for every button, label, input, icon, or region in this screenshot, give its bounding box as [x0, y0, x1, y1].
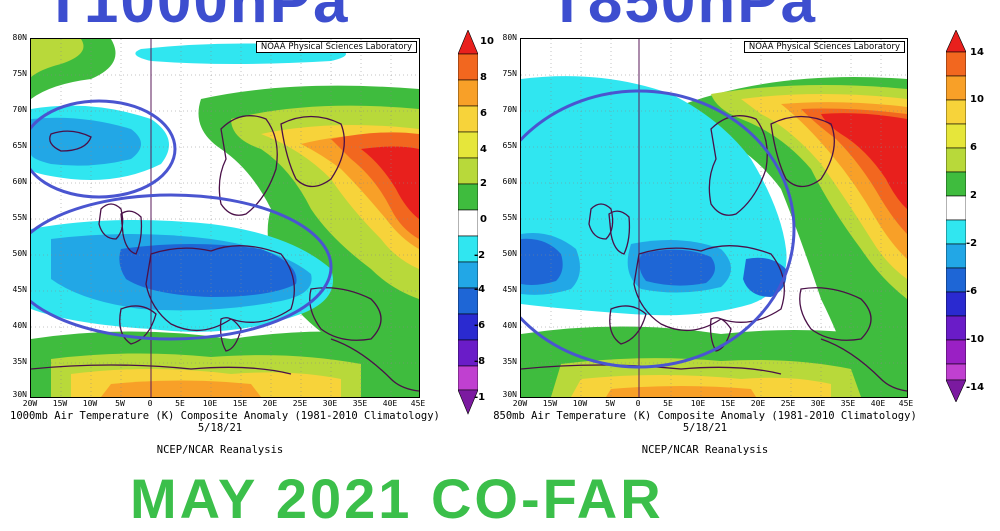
lat-label: 30N	[502, 390, 517, 399]
highlight-circle-western-europe	[521, 89, 796, 369]
colorbar-label: -6	[966, 286, 978, 297]
lat-label: 65N	[502, 141, 517, 150]
lon-label: 35E	[840, 399, 856, 408]
lon-label: 35E	[352, 399, 368, 408]
lat-label: 45N	[12, 285, 27, 294]
lat-label: 75N	[502, 69, 517, 78]
lat-label: 70N	[502, 105, 517, 114]
colorbar-label: -10	[966, 334, 985, 345]
lon-label: 20E	[750, 399, 766, 408]
lat-label: 55N	[12, 213, 27, 222]
right-colorbar: 14 10 6 2 -2 -6 -10 -14	[945, 29, 990, 405]
lat-label: 50N	[12, 249, 27, 258]
colorbar-label: 0	[480, 214, 487, 225]
lon-label: 30E	[810, 399, 826, 408]
right-caption: 850mb Air Temperature (K) Composite Anom…	[490, 410, 920, 456]
left-caption: 1000mb Air Temperature (K) Composite Ano…	[10, 410, 440, 456]
colorbar-label: -2	[966, 238, 978, 249]
footer-headline: MAY 2021 CO-FAR	[130, 467, 664, 530]
lon-label: 5E	[663, 399, 673, 408]
left-credit-label: NOAA Physical Sciences Laboratory	[255, 41, 417, 53]
lon-label: 25E	[780, 399, 796, 408]
lon-label: 10W	[82, 399, 98, 408]
left-colorbar-swatches	[457, 29, 479, 415]
lon-label: 45E	[410, 399, 426, 408]
lat-label: 60N	[502, 177, 517, 186]
lat-label: 80N	[12, 33, 27, 42]
lon-label: 15E	[232, 399, 248, 408]
colorbar-label: -4	[474, 284, 486, 295]
lon-label: 25E	[292, 399, 308, 408]
colorbar-label: -2	[474, 250, 486, 261]
lon-label: 20W	[22, 399, 38, 408]
lat-label: 30N	[12, 390, 27, 399]
colorbar-label: 10	[480, 36, 494, 47]
colorbar-label: 6	[480, 108, 487, 119]
colorbar-label: 2	[970, 190, 977, 201]
lat-label: 50N	[502, 249, 517, 258]
lat-label: 45N	[502, 285, 517, 294]
colorbar-label: 2	[480, 178, 487, 189]
left-caption-title: 1000mb Air Temperature (K) Composite Ano…	[10, 410, 440, 422]
lon-label: 45E	[898, 399, 914, 408]
left-anomaly-field	[31, 39, 419, 397]
left-headline: T1000hPa	[44, 0, 350, 36]
lat-label: 80N	[502, 33, 517, 42]
lat-label: 35N	[12, 357, 27, 366]
left-caption-source: NCEP/NCAR Reanalysis	[156, 444, 284, 456]
lat-label: 35N	[502, 357, 517, 366]
left-caption-date: 5/18/21	[197, 422, 243, 434]
lon-label: 40E	[382, 399, 398, 408]
right-caption-date: 5/18/21	[682, 422, 728, 434]
lat-label: 65N	[12, 141, 27, 150]
right-caption-source: NCEP/NCAR Reanalysis	[641, 444, 769, 456]
lon-label: 10E	[202, 399, 218, 408]
right-colorbar-swatches	[945, 29, 967, 403]
lat-label: 40N	[12, 321, 27, 330]
colorbar-label: 8	[480, 72, 487, 83]
colorbar-label: 4	[480, 144, 487, 155]
lon-label: 0	[147, 399, 153, 408]
lon-label: 20E	[262, 399, 278, 408]
lon-label: 15W	[542, 399, 558, 408]
colorbar-label: 14	[970, 47, 984, 58]
lon-label: 10W	[572, 399, 588, 408]
right-caption-title: 850mb Air Temperature (K) Composite Anom…	[493, 410, 917, 422]
right-anomaly-field	[521, 39, 907, 397]
lon-label: 15W	[52, 399, 68, 408]
highlight-circle-central	[31, 193, 333, 341]
highlight-circle-northwest	[31, 99, 177, 199]
lon-label: 30E	[322, 399, 338, 408]
lat-label: 60N	[12, 177, 27, 186]
right-headline: T850hPa	[548, 0, 818, 36]
colorbar-label: 6	[970, 142, 977, 153]
colorbar-label: -1	[474, 392, 486, 403]
colorbar-label: 10	[970, 94, 984, 105]
lon-label: 5E	[175, 399, 185, 408]
left-map: NOAA Physical Sciences Laboratory	[30, 38, 420, 398]
colorbar-label: -8	[474, 356, 486, 367]
lon-label: 0	[635, 399, 641, 408]
lat-label: 75N	[12, 69, 27, 78]
colorbar-label: -14	[966, 382, 985, 393]
colorbar-label: -6	[474, 320, 486, 331]
lat-label: 55N	[502, 213, 517, 222]
lat-label: 70N	[12, 105, 27, 114]
lat-label: 40N	[502, 321, 517, 330]
lon-label: 15E	[720, 399, 736, 408]
lon-label: 40E	[870, 399, 886, 408]
lon-label: 5W	[605, 399, 615, 408]
lon-label: 5W	[115, 399, 125, 408]
lon-label: 10E	[690, 399, 706, 408]
right-map: NOAA Physical Sciences Laboratory	[520, 38, 908, 398]
right-credit-label: NOAA Physical Sciences Laboratory	[743, 41, 905, 53]
lon-label: 20W	[512, 399, 528, 408]
left-colorbar: 10 8 6 4 2 0 -2 -4 -6 -8 -1	[457, 29, 498, 415]
